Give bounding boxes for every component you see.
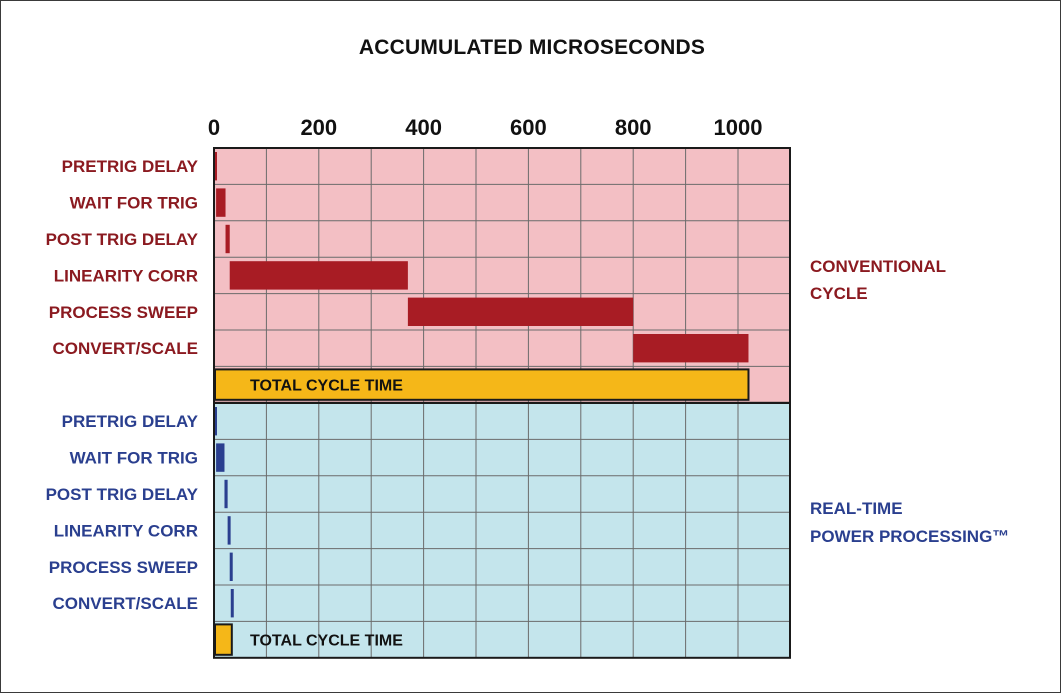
- realtime-panel-background: [214, 403, 790, 658]
- x-tick-label: 400: [405, 115, 442, 140]
- conventional-panel: PRETRIG DELAY WAIT FOR TRIG POST TRIG DELA…: [46, 147, 946, 404]
- task-label: CONVERT/SCALE: [53, 594, 198, 613]
- task-label: POST TRIG DELAY: [46, 485, 199, 504]
- task-label: LINEARITY CORR: [54, 521, 198, 540]
- task-bar: [216, 443, 225, 472]
- task-bar: [229, 261, 408, 290]
- task-bar: [407, 297, 634, 326]
- task-label: WAIT FOR TRIG: [70, 194, 198, 213]
- task-label: WAIT FOR TRIG: [70, 449, 198, 468]
- total-cycle-label: TOTAL CYCLE TIME: [250, 633, 403, 650]
- x-tick-label: 200: [300, 115, 337, 140]
- task-label: PRETRIG DELAY: [62, 157, 199, 176]
- task-bar: [214, 152, 217, 181]
- task-bar: [229, 552, 233, 581]
- task-bar: [230, 589, 234, 618]
- task-bar: [216, 188, 226, 217]
- task-bar: [214, 407, 217, 436]
- x-tick-label: 0: [208, 115, 220, 140]
- task-bar: [224, 479, 228, 509]
- panel-side-label: CONVENTIONAL: [810, 257, 946, 276]
- task-bar: [227, 516, 231, 545]
- panel-side-label: REAL-TIME: [810, 499, 903, 518]
- realtime-panel-border: [213, 402, 791, 659]
- task-label: PROCESS SWEEP: [49, 303, 198, 322]
- panel-side-label: POWER PROCESSING™: [810, 527, 1009, 546]
- x-tick-label: 1000: [714, 115, 763, 140]
- task-bar: [225, 224, 230, 254]
- realtime-panel: PRETRIG DELAY WAIT FOR TRIG POST TRIG DELA…: [46, 402, 1009, 659]
- x-tick-label: 800: [615, 115, 652, 140]
- task-label: LINEARITY CORR: [54, 266, 198, 285]
- total-cycle-label: TOTAL CYCLE TIME: [250, 378, 403, 395]
- total-cycle-bar: [214, 623, 233, 656]
- chart-title: ACCUMULATED MICROSECONDS: [358, 36, 706, 59]
- x-tick-label: 600: [510, 115, 547, 140]
- total-cycle-bar: [214, 368, 750, 401]
- task-label: POST TRIG DELAY: [46, 230, 199, 249]
- task-bar: [633, 334, 749, 363]
- task-label: PRETRIG DELAY: [62, 412, 199, 431]
- task-label: CONVERT/SCALE: [53, 339, 198, 358]
- task-label: PROCESS SWEEP: [49, 558, 198, 577]
- panel-side-label: CYCLE: [810, 284, 868, 303]
